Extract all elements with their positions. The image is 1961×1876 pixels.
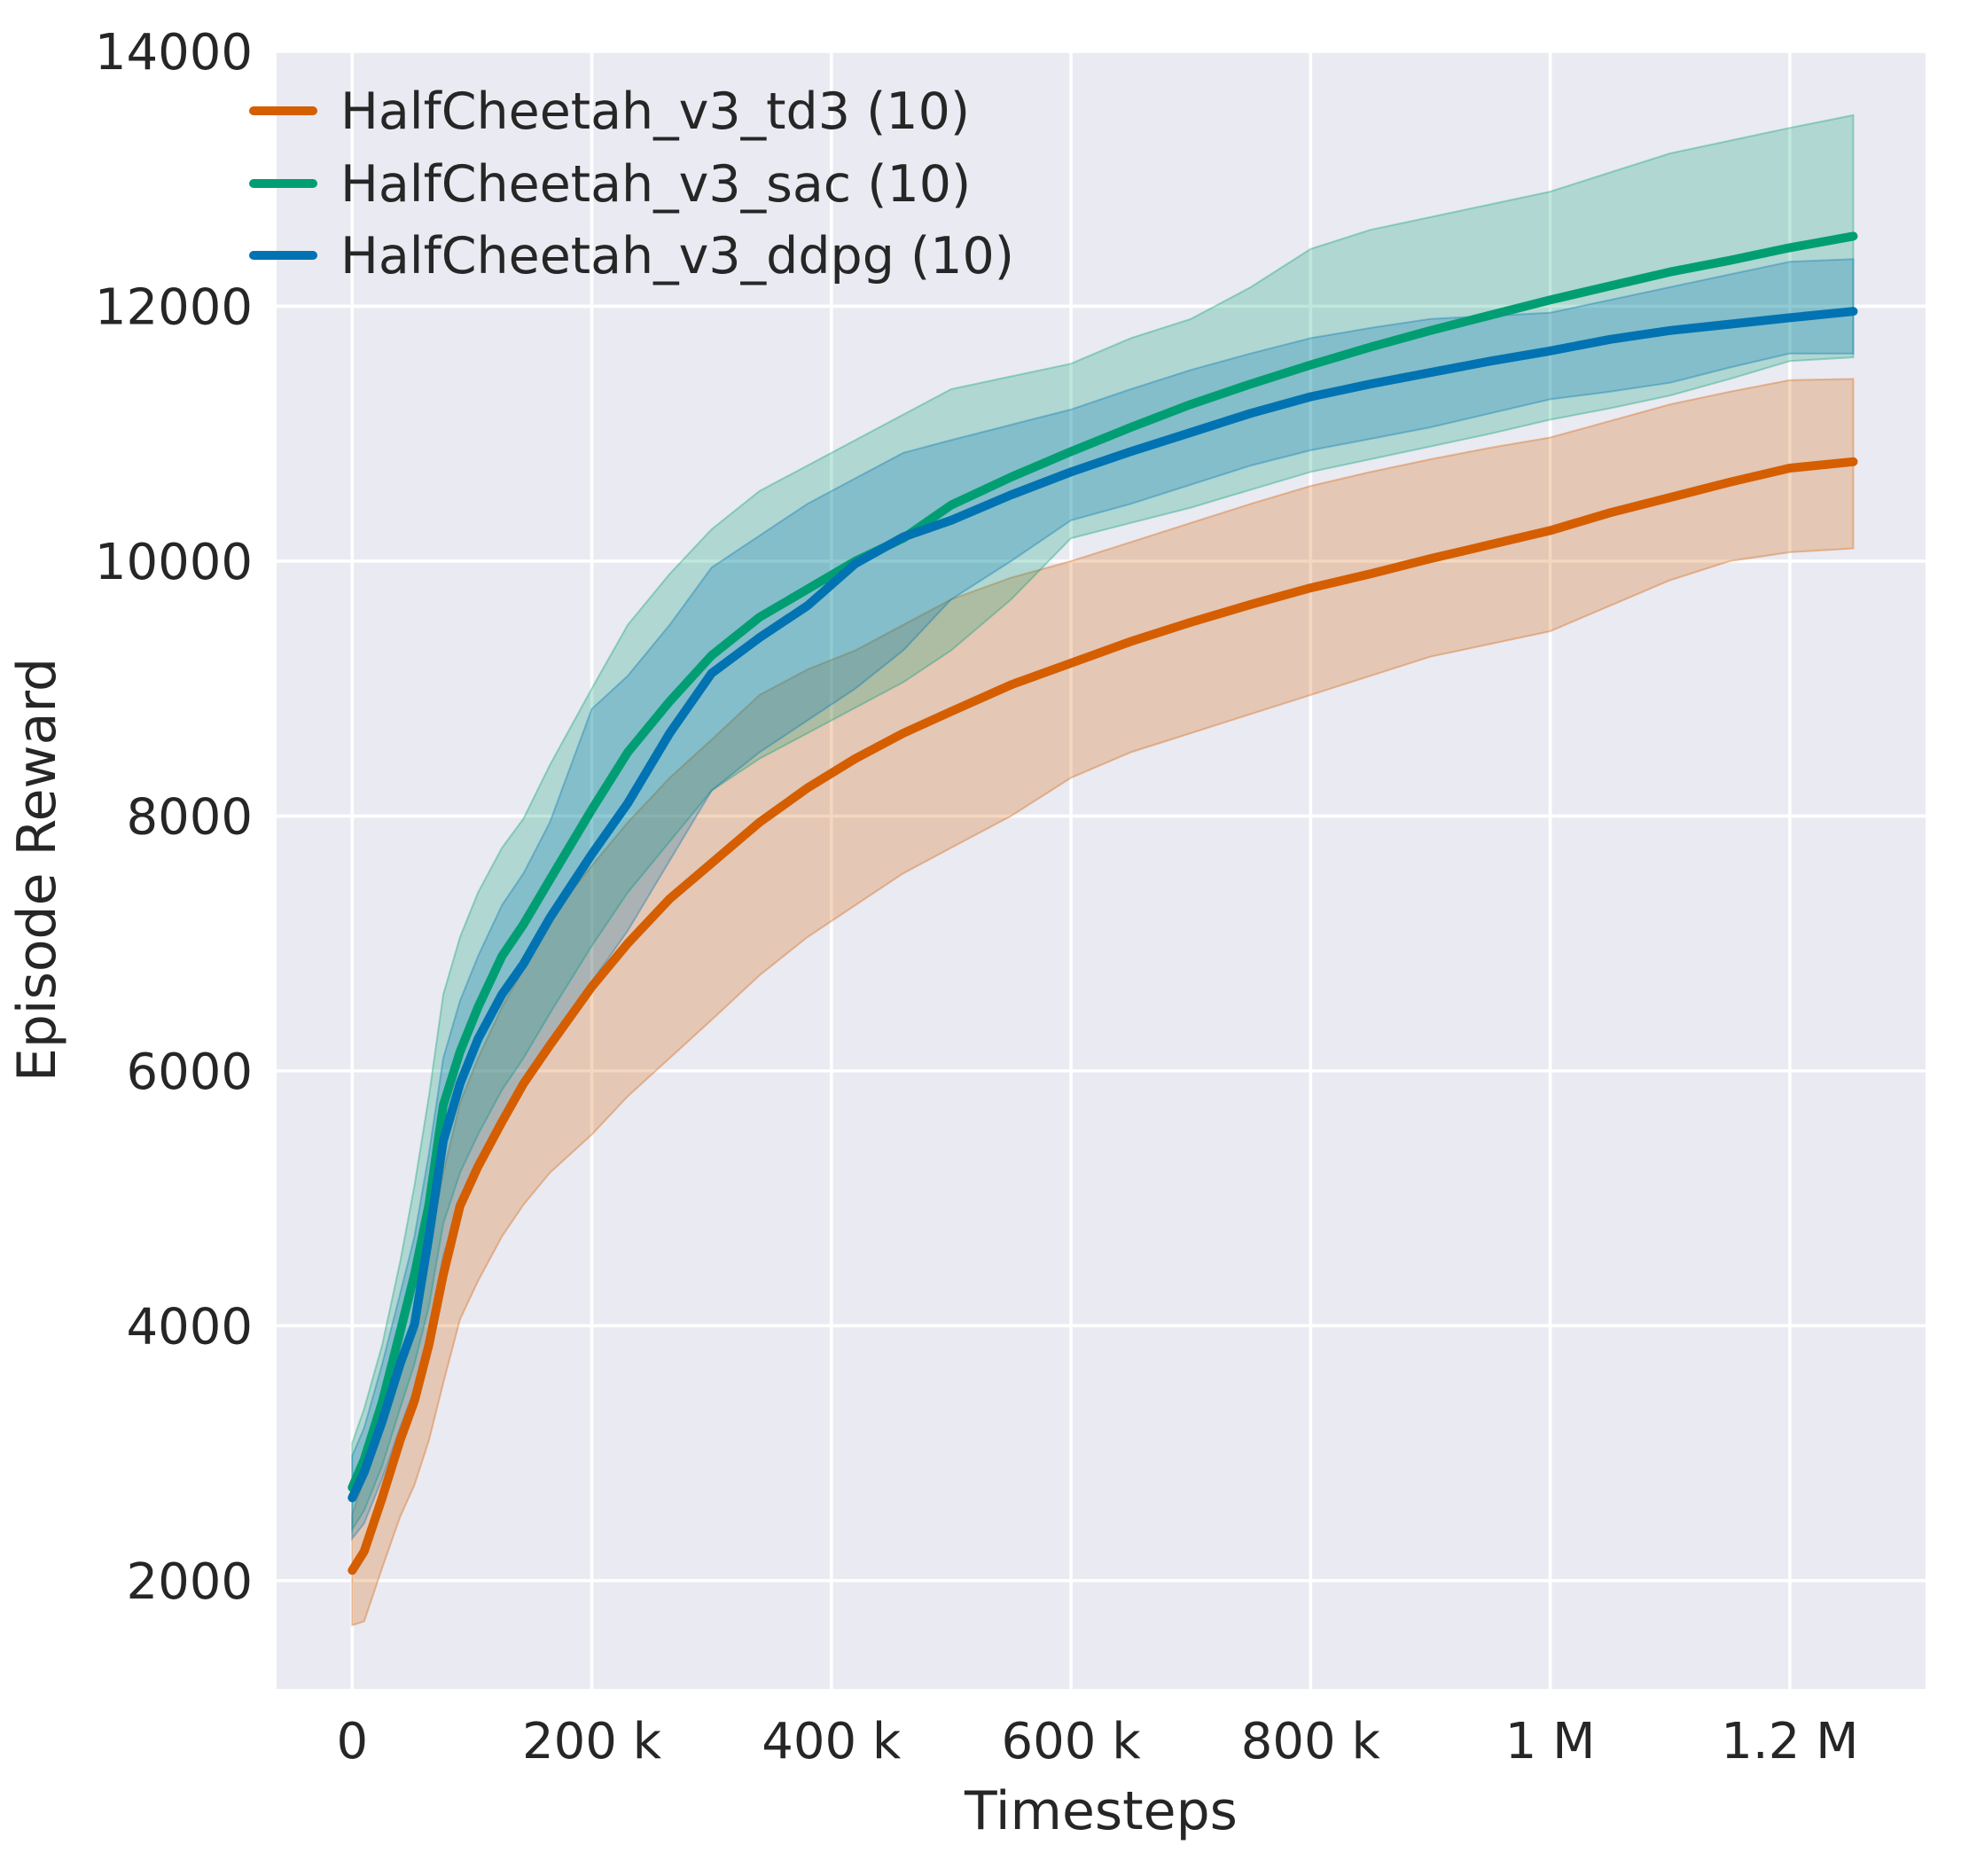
y-tick-label: 14000 — [95, 24, 253, 82]
td3-line — [348, 457, 1858, 1575]
y-tick-label: 6000 — [126, 1044, 253, 1101]
sac-confidence-band — [351, 113, 1855, 1533]
legend: HalfCheetah_v3_td3 (10) HalfCheetah_v3_s… — [249, 82, 1014, 285]
y-tick-labels: 2000 4000 6000 8000 10000 12000 14000 — [95, 24, 253, 1611]
legend-item-td3: HalfCheetah_v3_td3 (10) — [249, 82, 970, 141]
y-axis-label: Episode Reward — [6, 658, 68, 1082]
plot-area — [348, 113, 1858, 1627]
x-tick-label: 0 — [336, 1713, 368, 1770]
ddpg-legend-label: HalfCheetah_v3_ddpg (10) — [340, 227, 1014, 285]
ddpg-line — [348, 307, 1858, 1503]
y-tick-label: 8000 — [126, 788, 253, 846]
y-tick-label: 4000 — [126, 1298, 253, 1356]
y-tick-label: 2000 — [126, 1553, 253, 1611]
x-tick-label: 1.2 M — [1721, 1713, 1858, 1770]
x-tick-label: 200 k — [522, 1713, 662, 1770]
sac-legend-label: HalfCheetah_v3_sac (10) — [340, 155, 971, 214]
x-tick-label: 1 M — [1505, 1713, 1596, 1770]
td3-confidence-band — [351, 378, 1855, 1627]
y-tick-label: 10000 — [95, 534, 253, 591]
legend-item-sac: HalfCheetah_v3_sac (10) — [249, 155, 971, 214]
sac-line — [348, 231, 1858, 1492]
td3-legend-label: HalfCheetah_v3_td3 (10) — [340, 82, 970, 141]
x-axis-label: Timesteps — [964, 1780, 1238, 1842]
y-tick-label: 12000 — [95, 278, 253, 336]
x-tick-label: 800 k — [1241, 1713, 1381, 1770]
x-tick-labels: 0 200 k 400 k 600 k 800 k 1 M 1.2 M — [336, 1713, 1858, 1770]
gridlines — [277, 50, 1926, 1689]
x-tick-label: 600 k — [1002, 1713, 1142, 1770]
x-tick-label: 400 k — [762, 1713, 902, 1770]
legend-item-ddpg: HalfCheetah_v3_ddpg (10) — [249, 227, 1014, 285]
